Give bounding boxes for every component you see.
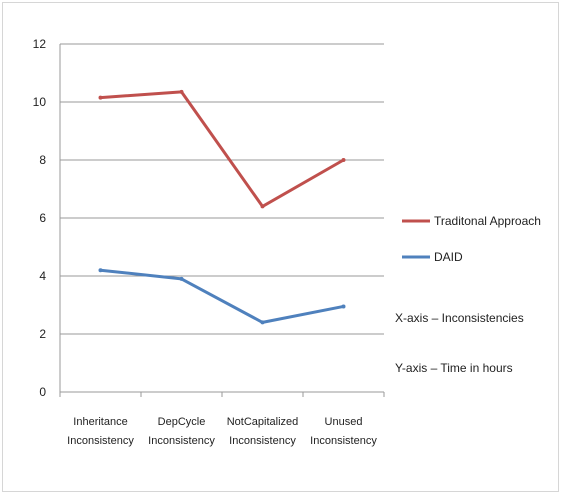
legend-label: DAID (434, 250, 463, 264)
y-tick-label: 10 (33, 95, 47, 109)
y-tick-label: 2 (39, 327, 46, 341)
y-tick-label: 0 (39, 385, 46, 399)
data-point (98, 268, 103, 273)
y-tick-label: 6 (39, 211, 46, 225)
y-tick-label: 4 (39, 269, 46, 283)
data-point (260, 320, 265, 325)
axis-note: X-axis – Inconsistencies (395, 311, 524, 325)
axis-note: Y-axis – Time in hours (395, 361, 513, 375)
x-tick-label: Inheritance Inconsistency (67, 416, 134, 447)
data-point (341, 304, 346, 309)
x-tick-label: NotCapitalized Inconsistency (227, 416, 299, 447)
data-point (98, 95, 103, 100)
data-point (179, 89, 184, 94)
chart-frame (2, 2, 559, 492)
y-tick-label: 12 (33, 37, 47, 51)
y-tick-label: 8 (39, 153, 46, 167)
x-tick-label: DepCycle Inconsistency (148, 416, 215, 447)
data-point (260, 204, 265, 209)
legend-label: Traditonal Approach (434, 214, 541, 228)
data-point (179, 276, 184, 281)
x-tick-label: Unused Inconsistency (310, 416, 377, 447)
series-line-traditonal-approach (99, 90, 345, 208)
series-line-daid (99, 268, 345, 324)
data-point (341, 158, 346, 162)
